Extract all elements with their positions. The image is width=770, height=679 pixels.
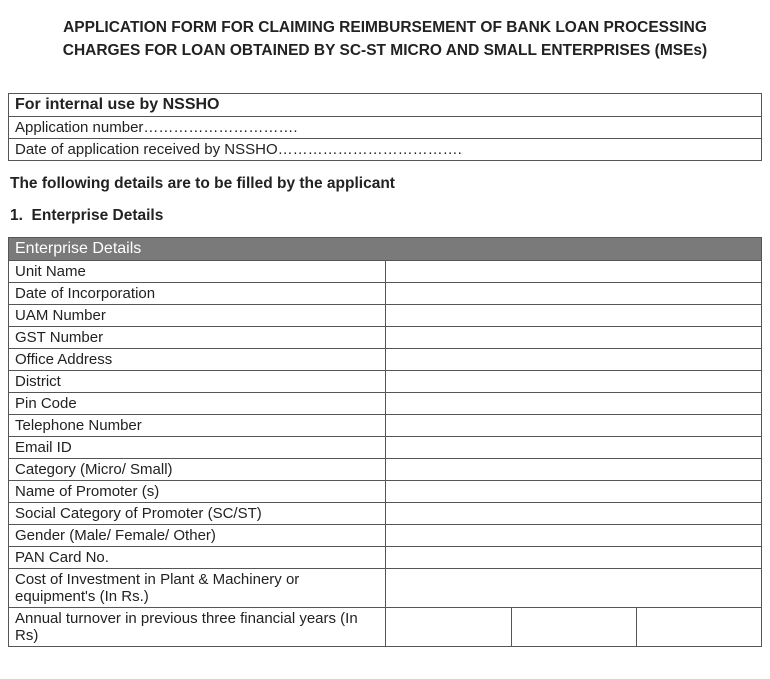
field-value[interactable] [386,392,762,414]
table-row: Telephone Number [9,414,762,436]
table-band: Enterprise Details [9,237,762,260]
table-row: Date of Incorporation [9,282,762,304]
internal-date-received: Date of application received by NSSHO………… [9,139,761,160]
section-1-heading: 1. Enterprise Details [10,207,760,225]
field-value[interactable] [636,607,761,646]
field-label: Cost of Investment in Plant & Machinery … [9,568,386,607]
field-label: Email ID [9,436,386,458]
field-label: Pin Code [9,392,386,414]
field-label: Social Category of Promoter (SC/ST) [9,502,386,524]
table-row: Gender (Male/ Female/ Other) [9,524,762,546]
table-row: GST Number [9,326,762,348]
enterprise-details-table: Enterprise Details Unit Name Date of Inc… [8,237,762,647]
section-intro: The following details are to be filled b… [10,175,760,193]
table-row: Pin Code [9,392,762,414]
table-row: Annual turnover in previous three financ… [9,607,762,646]
field-value[interactable] [386,414,762,436]
field-value[interactable] [386,326,762,348]
table-row: Unit Name [9,260,762,282]
field-label: Name of Promoter (s) [9,480,386,502]
table-row: Email ID [9,436,762,458]
field-label: Date of Incorporation [9,282,386,304]
field-value[interactable] [511,607,636,646]
form-title: APPLICATION FORM FOR CLAIMING REIMBURSEM… [48,16,722,63]
field-value[interactable] [386,458,762,480]
field-label: Category (Micro/ Small) [9,458,386,480]
table-row: District [9,370,762,392]
table-row: Office Address [9,348,762,370]
field-label: PAN Card No. [9,546,386,568]
internal-use-box: For internal use by NSSHO Application nu… [8,93,762,161]
field-value[interactable] [386,568,762,607]
field-label: Annual turnover in previous three financ… [9,607,386,646]
field-value[interactable] [386,607,511,646]
table-row: UAM Number [9,304,762,326]
field-value[interactable] [386,480,762,502]
field-value[interactable] [386,282,762,304]
field-value[interactable] [386,348,762,370]
field-label: District [9,370,386,392]
table-row: Category (Micro/ Small) [9,458,762,480]
field-label: GST Number [9,326,386,348]
table-row: PAN Card No. [9,546,762,568]
field-label: UAM Number [9,304,386,326]
table-row: Name of Promoter (s) [9,480,762,502]
field-value[interactable] [386,436,762,458]
field-label: Gender (Male/ Female/ Other) [9,524,386,546]
field-label: Office Address [9,348,386,370]
field-label: Unit Name [9,260,386,282]
table-row: Social Category of Promoter (SC/ST) [9,502,762,524]
field-value[interactable] [386,502,762,524]
internal-app-number: Application number…………………………. [9,117,761,139]
field-value[interactable] [386,524,762,546]
field-label: Telephone Number [9,414,386,436]
field-value[interactable] [386,304,762,326]
field-value[interactable] [386,546,762,568]
field-value[interactable] [386,260,762,282]
internal-heading: For internal use by NSSHO [9,94,761,117]
table-row: Cost of Investment in Plant & Machinery … [9,568,762,607]
field-value[interactable] [386,370,762,392]
